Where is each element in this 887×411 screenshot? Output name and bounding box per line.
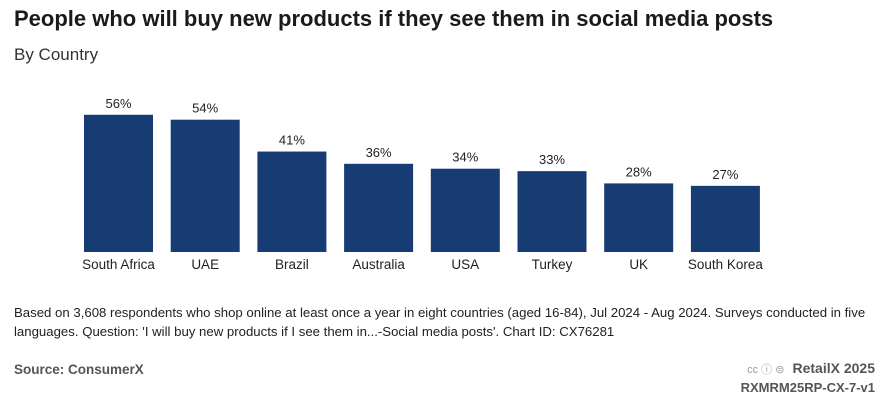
- bar-uae: [170, 119, 240, 252]
- value-label: 27%: [712, 167, 738, 182]
- category-label: South Africa: [82, 257, 155, 272]
- bar-south-africa: [84, 114, 153, 252]
- bar-australia: [344, 163, 414, 252]
- value-label: 41%: [279, 133, 305, 148]
- bar-turkey: [517, 171, 587, 252]
- category-label: South Korea: [688, 257, 764, 272]
- value-label: 33%: [539, 152, 565, 167]
- chart-subtitle: By Country: [14, 45, 99, 64]
- value-label: 36%: [366, 145, 392, 160]
- bar-uk: [604, 183, 674, 252]
- category-label: Australia: [352, 257, 405, 272]
- source: Source: ConsumerX: [14, 362, 144, 377]
- chart-title: People who will buy new products if they…: [14, 6, 774, 31]
- category-label: USA: [451, 257, 479, 272]
- category-label: UAE: [191, 257, 219, 272]
- brand: cc ⓘ ⊜ RetailX 2025: [747, 360, 875, 377]
- category-label: Brazil: [275, 257, 309, 272]
- brand-label: RetailX 2025: [792, 360, 876, 376]
- bar-usa: [430, 168, 500, 252]
- bar-south-korea: [690, 185, 760, 252]
- value-label: 34%: [452, 150, 478, 165]
- value-label: 28%: [626, 164, 652, 179]
- category-label: Turkey: [532, 257, 573, 272]
- bar-brazil: [257, 151, 327, 252]
- value-label: 56%: [105, 96, 131, 111]
- bar-chart: 56% South Africa 54% UAE 41% Brazil 36% Austral…: [82, 96, 764, 272]
- license-icon: cc ⓘ ⊜: [747, 364, 785, 376]
- footnote: Based on 3,608 respondents who shop onli…: [14, 305, 866, 339]
- category-label: UK: [629, 257, 648, 272]
- value-label: 54%: [192, 101, 218, 116]
- chart-code: RXMRM25RP-CX-7-v1: [740, 380, 875, 395]
